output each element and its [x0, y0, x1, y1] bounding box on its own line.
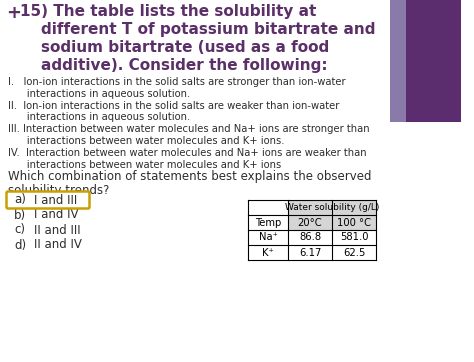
- Text: Water solubility (g/L): Water solubility (g/L): [285, 203, 379, 212]
- Text: II.  Ion-ion interactions in the solid salts are weaker than ion-water: II. Ion-ion interactions in the solid sa…: [8, 101, 339, 111]
- Text: different T of potassium bitartrate and: different T of potassium bitartrate and: [20, 22, 375, 37]
- Text: 15) The table lists the solubility at: 15) The table lists the solubility at: [20, 4, 316, 19]
- Text: II and IV: II and IV: [34, 239, 82, 252]
- Text: I.   Ion-ion interactions in the solid salts are stronger than ion-water: I. Ion-ion interactions in the solid sal…: [8, 77, 346, 87]
- Bar: [288, 215, 376, 230]
- Text: c): c): [14, 223, 25, 236]
- Bar: [406, 0, 461, 122]
- Bar: [288, 200, 376, 215]
- Text: solubility trends?: solubility trends?: [8, 184, 109, 197]
- Text: a): a): [14, 194, 26, 206]
- FancyBboxPatch shape: [7, 191, 90, 209]
- Text: IV.  Interaction between water molecules and Na+ ions are weaker than: IV. Interaction between water molecules …: [8, 148, 366, 158]
- Text: Na⁺: Na⁺: [258, 232, 277, 243]
- Text: +: +: [6, 4, 21, 22]
- Text: 581.0: 581.0: [340, 232, 368, 243]
- Bar: [390, 0, 406, 122]
- Text: III. Interaction between water molecules and Na+ ions are stronger than: III. Interaction between water molecules…: [8, 124, 370, 134]
- Text: interactions between water molecules and K+ ions.: interactions between water molecules and…: [8, 136, 284, 146]
- Text: K⁺: K⁺: [262, 248, 274, 257]
- Text: 20°C: 20°C: [298, 218, 322, 227]
- Text: I and III: I and III: [34, 194, 77, 206]
- Text: b): b): [14, 209, 26, 222]
- Text: sodium bitartrate (used as a food: sodium bitartrate (used as a food: [20, 40, 329, 55]
- Text: interactions in aqueous solution.: interactions in aqueous solution.: [8, 112, 190, 122]
- Text: II and III: II and III: [34, 223, 81, 236]
- Text: Temp: Temp: [255, 218, 281, 227]
- Text: additive). Consider the following:: additive). Consider the following:: [20, 58, 328, 73]
- Text: 86.8: 86.8: [299, 232, 321, 243]
- Text: Which combination of statements best explains the observed: Which combination of statements best exp…: [8, 170, 372, 183]
- Text: interactions in aqueous solution.: interactions in aqueous solution.: [8, 89, 190, 99]
- Text: 100 °C: 100 °C: [337, 218, 371, 227]
- Text: 62.5: 62.5: [343, 248, 365, 257]
- Text: I and IV: I and IV: [34, 209, 79, 222]
- Text: 6.17: 6.17: [299, 248, 321, 257]
- Text: interactions between water molecules and K+ ions: interactions between water molecules and…: [8, 160, 281, 170]
- Text: d): d): [14, 239, 26, 252]
